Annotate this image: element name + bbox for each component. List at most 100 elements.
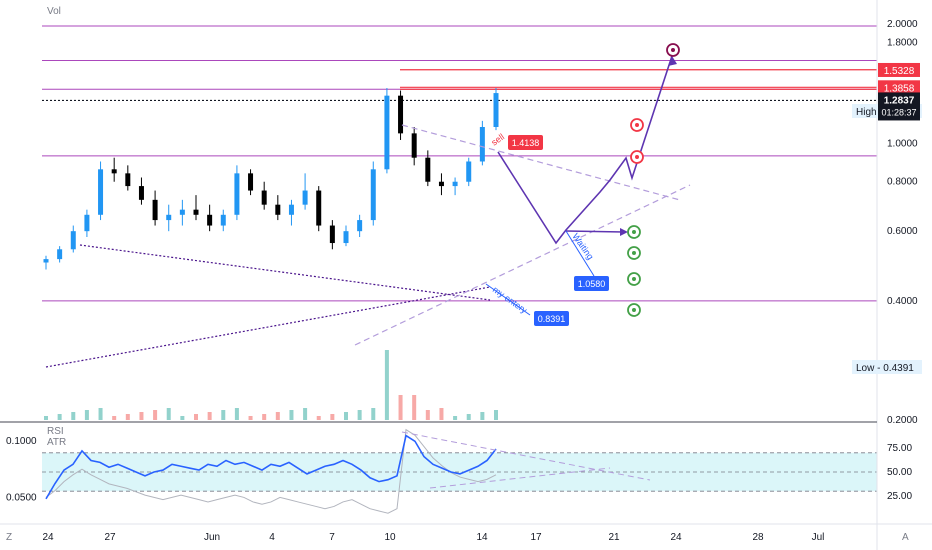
target-up-circle-dot (635, 155, 639, 159)
entry-price-tag-text: 0.8391 (538, 314, 566, 324)
volume-bar (480, 412, 485, 420)
entry-price-tag (534, 311, 569, 326)
price-tick-label: 1.8000 (887, 37, 918, 48)
volume-bar (466, 414, 471, 420)
candle-body (179, 209, 185, 215)
volume-bar (248, 416, 253, 420)
time-tick-label: 24 (670, 532, 682, 543)
rsi-tick-label: 75.00 (887, 443, 912, 454)
waiting-price-tag-text: 1.0580 (578, 279, 606, 289)
target-down-circle-dot (632, 251, 636, 255)
volume-bar (153, 410, 158, 420)
candle-body (288, 204, 294, 215)
volume-bar (234, 408, 239, 420)
candle-body (438, 181, 444, 187)
price-tick-label: 0.6000 (887, 226, 918, 237)
candle-body (357, 220, 363, 232)
volume-bar (57, 414, 62, 420)
time-tick-label: 4 (269, 532, 275, 543)
volume-bar (180, 416, 185, 420)
volume-bar (371, 408, 376, 420)
rsi-atr-pane (42, 428, 877, 514)
entry-annotation: my entery (491, 284, 530, 315)
sell-annotation: sell (489, 132, 506, 148)
candle-body (70, 231, 76, 250)
candle-body (466, 161, 472, 182)
low-label: Low - 0.4391 (856, 363, 914, 374)
volume-bar (221, 410, 226, 420)
wedge-upper-line (401, 124, 681, 201)
volume-bar (425, 410, 430, 420)
auto-scale-icon[interactable]: A (902, 532, 909, 543)
candle-body (152, 199, 158, 221)
time-tick-label: 7 (329, 532, 335, 543)
time-tick-label: Jul (812, 532, 825, 543)
timezone-icon[interactable]: Z (6, 532, 13, 543)
candle-body (452, 181, 458, 187)
candle-body (220, 214, 226, 226)
volume-bar (275, 412, 280, 420)
candle-body (98, 169, 104, 215)
sell-price-tag-text: 1.4138 (512, 138, 540, 148)
candle-body (57, 249, 63, 260)
volume-bar (166, 408, 171, 420)
entry-leader-line (485, 283, 531, 316)
rsi-indicator-label: RSI (47, 426, 64, 437)
candle-body (193, 209, 199, 215)
candle-body (411, 133, 417, 158)
rsi-tick-label: 25.00 (887, 491, 912, 502)
target-down-circle-dot (632, 277, 636, 281)
waiting-price-tag (574, 276, 609, 291)
atr-line (45, 428, 497, 514)
rsi-wedge-lower (429, 467, 611, 489)
volume-bar (207, 412, 212, 420)
volume-bar (303, 408, 308, 420)
rsi-tick-label: 50.00 (887, 467, 912, 478)
candle-body (207, 214, 213, 226)
candle-body (234, 173, 240, 215)
volume-bar (439, 408, 444, 420)
volume-bar (194, 414, 198, 420)
volume-bar (494, 410, 498, 420)
triangle-lower-line (45, 286, 491, 368)
target-down-circle-dot (632, 308, 636, 312)
axis-price-tag (878, 62, 920, 77)
volume-bar (84, 410, 89, 420)
candle-body (125, 173, 131, 187)
price-pane (42, 25, 877, 420)
candle-body (84, 214, 90, 232)
volume-bar (357, 410, 362, 420)
atr-indicator-label: ATR (47, 437, 67, 448)
atr-tick-label: 0.0500 (6, 492, 37, 503)
projection-arrowhead (668, 56, 677, 66)
candle-body (43, 259, 49, 263)
candle-body (261, 190, 267, 205)
candle-body (166, 214, 172, 221)
rsi-line (45, 434, 497, 500)
time-tick-label: Jun (204, 532, 220, 543)
triangle-upper-line (79, 244, 491, 301)
waiting-arrowhead (620, 228, 628, 236)
waiting-leader-line (565, 230, 595, 277)
waiting-arrow-line (565, 230, 625, 233)
volume-bar (289, 410, 294, 420)
sell-price-tag (508, 135, 543, 150)
candle-body (111, 169, 117, 174)
axis-price-tag (878, 80, 920, 95)
time-tick-label: 24 (42, 532, 54, 543)
rsi-wedge-upper (401, 431, 651, 481)
projection-path (497, 55, 673, 245)
time-tick-label: 27 (104, 532, 116, 543)
low-label-bg (852, 360, 922, 374)
volume-bar (398, 395, 403, 420)
volume-bar (316, 416, 321, 420)
current-price-tag (878, 92, 920, 121)
axis-price-tag-text: 1.5328 (884, 66, 915, 77)
time-tick-label: 10 (384, 532, 396, 543)
candle-body (248, 173, 254, 191)
candle-body (370, 169, 376, 221)
candle-body (343, 231, 349, 244)
